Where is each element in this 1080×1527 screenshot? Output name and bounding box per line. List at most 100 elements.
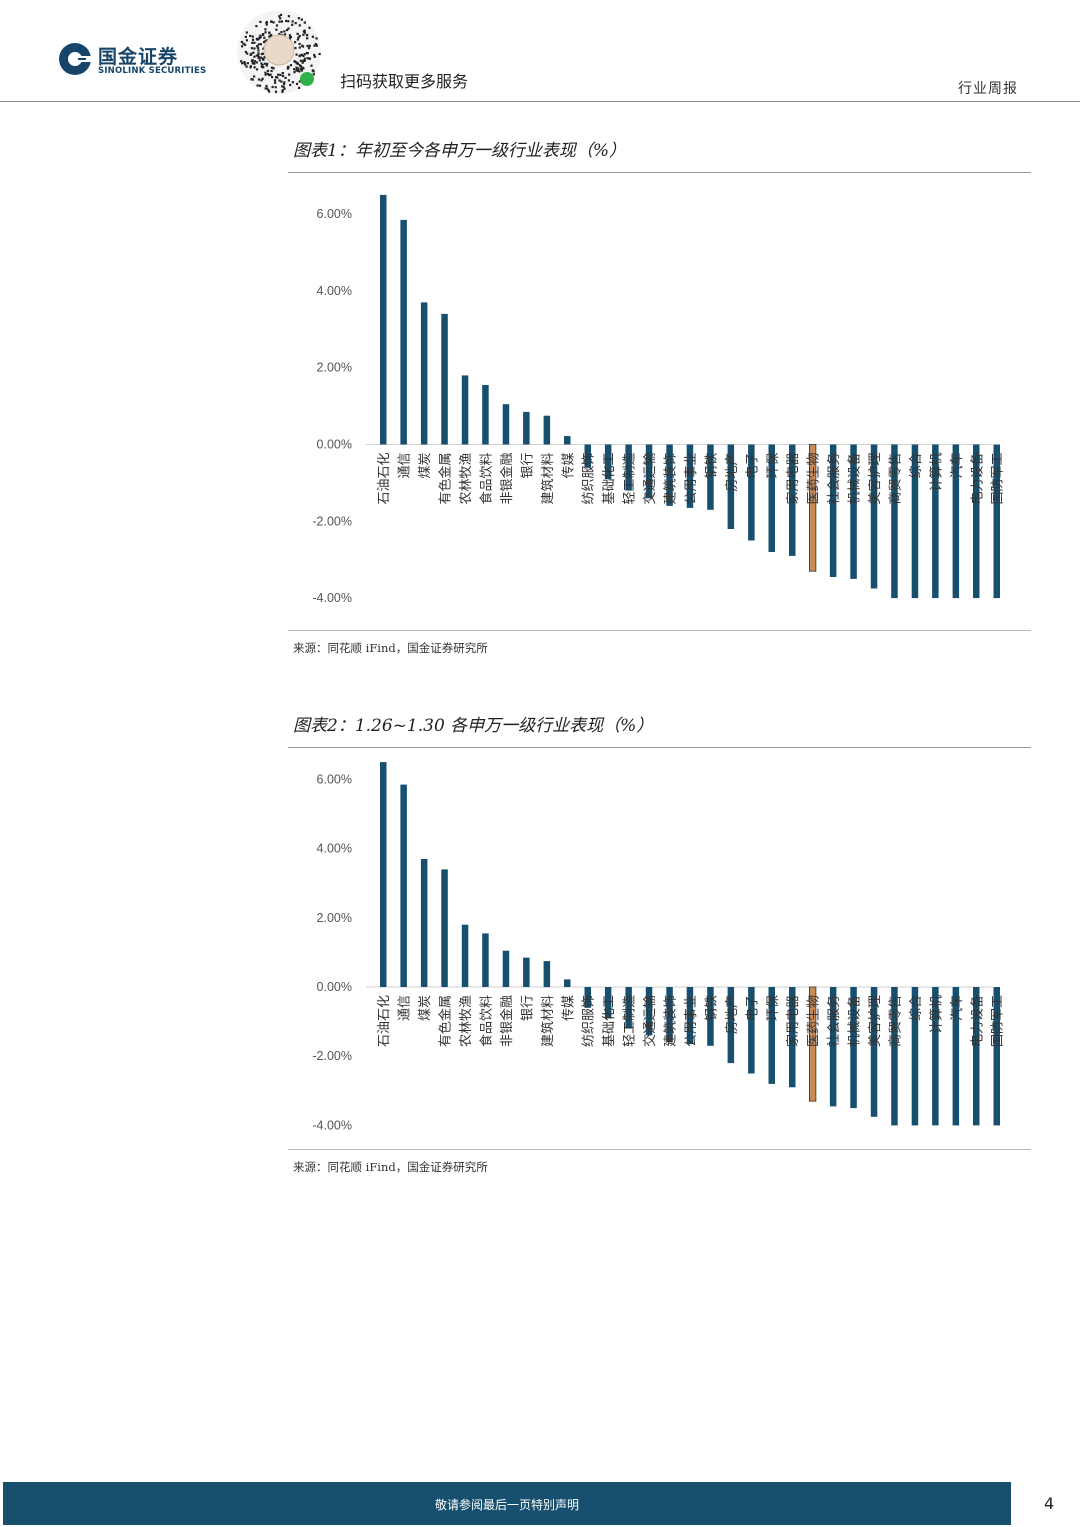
qr-dot (297, 17, 300, 20)
qr-dot (245, 39, 248, 42)
qr-dot (269, 73, 272, 76)
qr-dot (283, 81, 286, 84)
qr-dot (257, 56, 260, 59)
qr-dot (303, 21, 306, 24)
sinolink-logo-icon (59, 43, 92, 75)
x-tick-label: 电力设备 (969, 453, 985, 505)
qr-dot (240, 40, 243, 44)
qr-dot (310, 64, 313, 67)
qr-dot (258, 59, 261, 62)
qr-dot (299, 59, 302, 62)
x-tick-label: 美容护理 (867, 995, 883, 1047)
x-tick-label: 轻工制造 (623, 453, 638, 505)
qr-dot (287, 65, 290, 69)
qr-dot (281, 85, 284, 88)
qr-dot (256, 84, 259, 87)
qr-dot (308, 44, 311, 47)
qr-dot (298, 24, 301, 27)
x-tick-label: 交通运输 (642, 995, 658, 1047)
footer-disclaimer: 敬请参阅最后一页特别声明 (434, 1498, 579, 1512)
qr-code-icon[interactable] (236, 9, 322, 95)
qr-dot (270, 34, 273, 37)
y-tick-label: -4.00% (312, 591, 352, 605)
qr-dot (244, 43, 247, 46)
qr-dot (308, 26, 311, 29)
qr-dot (265, 22, 268, 25)
x-tick-label: 传媒 (561, 453, 576, 479)
bar-综合 (911, 444, 919, 599)
footer-bar: 敬请参阅最后一页特别声明 (3, 1482, 1011, 1525)
qr-dot (258, 37, 261, 40)
qr-dot (253, 62, 256, 65)
qr-dot (263, 62, 266, 65)
bar-有色金属 (441, 313, 448, 445)
qr-dot (253, 75, 256, 78)
qr-dot (282, 85, 285, 88)
x-tick-label: 银行 (520, 453, 535, 479)
qr-dot (313, 44, 316, 47)
bar-银行 (523, 957, 530, 987)
mini-program-badge-icon (300, 72, 314, 86)
bar-机械设备 (850, 987, 857, 1109)
qr-dot (280, 31, 283, 34)
x-tick-label: 汽车 (949, 995, 965, 1021)
x-tick-label: 社会服务 (826, 453, 842, 505)
qr-dot (265, 23, 268, 26)
bar-建筑材料 (543, 415, 551, 445)
x-tick-label: 传媒 (561, 995, 576, 1021)
qr-dot (295, 82, 299, 85)
bar-纺织服饰 (584, 444, 591, 468)
x-tick-label: 建筑材料 (540, 995, 556, 1047)
qr-dot (295, 61, 299, 64)
x-tick-label: 美容护理 (867, 453, 883, 505)
bar-计算机 (932, 444, 939, 599)
qr-dot (255, 61, 258, 64)
qr-dot (294, 60, 297, 63)
x-tick-label: 综合 (909, 995, 924, 1021)
qr-dot (283, 30, 286, 33)
qr-dot (260, 79, 263, 82)
qr-dot (308, 57, 311, 60)
bar-非银金融 (502, 404, 510, 445)
bar-国防军工 (993, 444, 1000, 599)
qr-dot (253, 66, 256, 69)
qr-dot (253, 55, 256, 58)
qr-dot (277, 73, 280, 76)
qr-dot (291, 20, 294, 23)
qr-dot (270, 66, 274, 69)
qr-dot (300, 69, 303, 72)
x-tick-label: 有色金属 (438, 453, 454, 505)
qr-dot (265, 64, 268, 67)
figure-1-bottom-rule (288, 630, 1031, 631)
bar-汽车 (952, 444, 960, 599)
figure-1-top-rule (288, 172, 1031, 173)
qr-dot (294, 47, 297, 50)
bar-建筑装饰 (666, 444, 673, 506)
qr-dot (271, 85, 274, 89)
x-tick-label: 石油石化 (377, 995, 392, 1047)
x-tick-label: 商贸零售 (888, 453, 904, 505)
qr-dot (288, 36, 292, 39)
bar-电子 (748, 987, 755, 1074)
bar-建筑装饰 (666, 987, 673, 1043)
qr-dot (306, 37, 309, 40)
x-tick-label: 机械设备 (847, 453, 863, 505)
qr-dot (298, 80, 301, 83)
qr-dot (315, 37, 318, 40)
qr-dot (314, 43, 318, 46)
qr-dot (257, 43, 260, 46)
x-tick-label: 建筑装饰 (663, 995, 679, 1047)
bar-纺织服饰 (584, 987, 591, 1008)
figure-2-top-rule (288, 747, 1031, 748)
x-tick-label: 医药生物 (807, 995, 822, 1047)
qr-dot (291, 81, 294, 84)
qr-dot (250, 52, 253, 55)
qr-dot (306, 33, 309, 37)
qr-dot (298, 86, 301, 89)
qr-dot (284, 76, 287, 79)
bar-基础化工 (604, 444, 612, 480)
qr-dot (281, 89, 284, 92)
qr-dot (286, 28, 289, 32)
qr-dot (303, 57, 306, 60)
x-tick-label: 非银金融 (499, 453, 515, 505)
